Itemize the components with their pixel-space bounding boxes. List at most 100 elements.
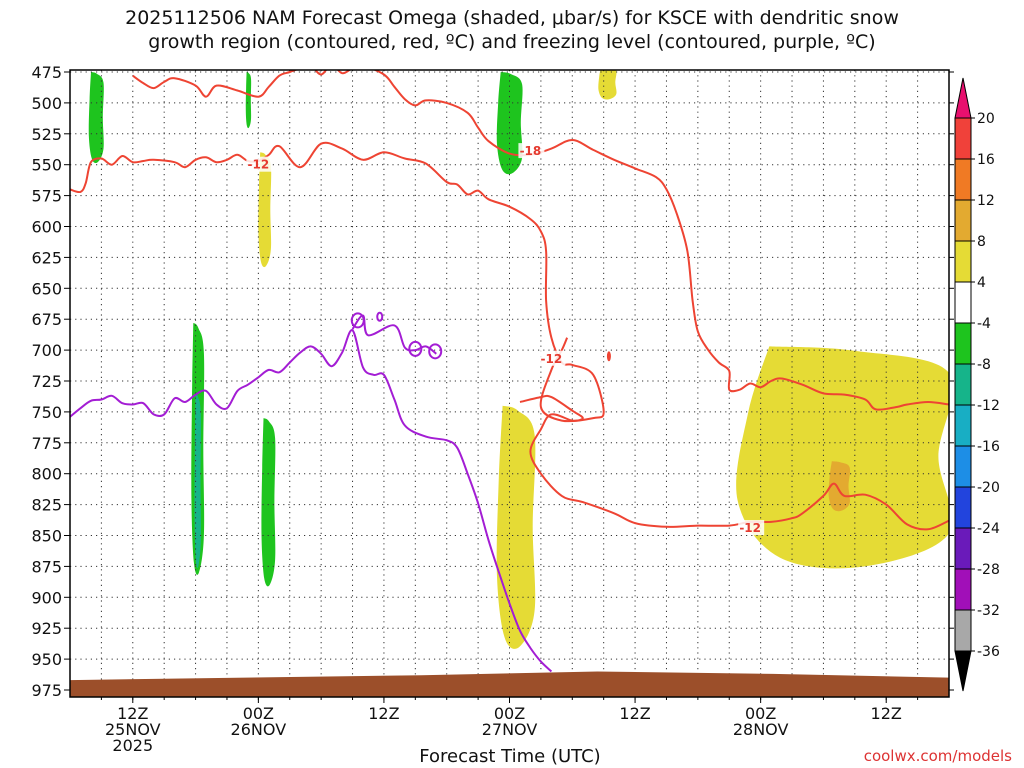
colorbar-label: 16: [977, 152, 995, 168]
x-tick-label: 00Z: [745, 704, 776, 723]
y-tick-label: 575: [31, 187, 62, 206]
shaded-region-yellow-870-940-27nov: [496, 405, 536, 649]
colorbar-label: 12: [977, 193, 995, 209]
dendritic-dot: [606, 351, 611, 362]
y-tick-label: 475: [31, 63, 62, 82]
x-tick-label: 27NOV: [482, 720, 538, 739]
chart-title-line-2: growth region (contoured, red, ºC) and f…: [148, 31, 876, 53]
shaded-region-teal-735-875: [194, 393, 201, 568]
terrain: [70, 671, 949, 697]
colorbar-bin: [954, 363, 972, 406]
colorbar-label: -4: [977, 316, 991, 332]
y-tick-label: 625: [31, 248, 62, 267]
contour-label: -12: [541, 352, 563, 366]
colorbar-bin: [954, 199, 972, 242]
colorbar-label: 20: [977, 111, 995, 127]
y-tick-label: 975: [31, 681, 62, 700]
shaded-region-yellow-470-500: [598, 70, 617, 100]
y-tick-label: 650: [31, 279, 62, 298]
colorbar-bin: [954, 240, 972, 283]
y-tick-label: 800: [31, 465, 62, 484]
contour-dendritic-upper-boundary: [70, 141, 605, 423]
colorbar-top-arrow: [954, 77, 972, 119]
contour-label: -18: [520, 144, 542, 158]
colorbar-bin: [954, 158, 972, 201]
y-tick-label: 925: [31, 619, 62, 638]
colorbar-label: -16: [977, 439, 1000, 455]
colorbar-bin: [954, 568, 972, 611]
y-tick-label: 825: [31, 496, 62, 515]
colorbar-label: -12: [977, 398, 1000, 414]
colorbar-bottom-arrow: [954, 650, 972, 692]
contour-label-bg: [539, 350, 566, 366]
x-tick-label: 00Z: [243, 704, 274, 723]
colorbar-bin: [954, 322, 972, 365]
shaded-region-green-475-550-early: [88, 72, 104, 164]
shaded-region-orange-790-830: [828, 461, 851, 512]
terrain-fill: [70, 671, 949, 697]
freezing-level-loop: [376, 311, 384, 322]
colorbar-bin: [954, 404, 972, 447]
shaded-region-yellow-540-630: [258, 152, 272, 268]
colorbar-bin: [954, 486, 972, 529]
grid: [70, 70, 949, 697]
x-tick-label: 12Z: [619, 704, 650, 723]
shaded-region-green-755-890-00z: [261, 418, 276, 587]
y-tick-label: 675: [31, 310, 62, 329]
colorbar-label: -36: [977, 644, 1000, 660]
x-tick-label: 26NOV: [231, 720, 287, 739]
colorbar-bin: [954, 445, 972, 488]
x-tick-label: 2025: [112, 736, 153, 755]
contour-dendritic-inner-loop: [519, 394, 949, 531]
axes: 475 500 525 550 575 600 625 650 675 700 725 750 775 8…: [31, 63, 954, 755]
contours: -12 -18 -12 -12: [70, 70, 949, 673]
contour-freezing-level-islands: [351, 314, 437, 355]
x-tick-label: 28NOV: [733, 720, 789, 739]
x-tick-label: 12Z: [368, 704, 399, 723]
freezing-level-loop: [408, 340, 423, 357]
colorbar: 20 16 12 8 4 -4 -8 -12 -16 -20 -24 -28 -32 -36: [954, 77, 1000, 692]
colorbar-bin: [954, 609, 972, 652]
y-tick-label: 775: [31, 434, 62, 453]
chart-title-line-1: 2025112506 NAM Forecast Omega (shaded, μ…: [125, 7, 899, 29]
y-tick-label: 875: [31, 557, 62, 576]
colorbar-label: -20: [977, 480, 1000, 496]
y-tick-label: 950: [31, 650, 62, 669]
y-tick-label: 550: [31, 156, 62, 175]
colorbar-label: -8: [977, 357, 991, 373]
shaded-region-green-475-520-pre-00z: [245, 72, 252, 129]
colorbar-label: 4: [977, 275, 986, 291]
colorbar-label: -32: [977, 603, 1000, 619]
contour-label-bg: [246, 156, 273, 172]
y-tick-label: 600: [31, 218, 62, 237]
colorbar-bin: [954, 117, 972, 160]
x-tick-label: 12Z: [117, 704, 148, 723]
colorbar-bin: [954, 527, 972, 570]
shaded-region-yellow-700-960-28nov: [736, 346, 949, 569]
contour-label-bg: [738, 520, 765, 536]
y-tick-label: 525: [31, 125, 62, 144]
contour-label: -12: [248, 158, 270, 172]
y-tick-label: 500: [31, 94, 62, 113]
omega-shading: [88, 70, 949, 649]
y-tick-label: 750: [31, 403, 62, 422]
colorbar-label: 8: [977, 234, 986, 250]
plot-area: -12 -18 -12 -12: [70, 70, 949, 697]
y-tick-label: 900: [31, 588, 62, 607]
x-tick-label: 00Z: [494, 704, 525, 723]
credit-link[interactable]: coolwx.com/models: [863, 747, 1012, 765]
y-tick-label: 725: [31, 372, 62, 391]
y-tick-label: 850: [31, 527, 62, 546]
x-tick-label: 25NOV: [105, 720, 161, 739]
colorbar-bin: [954, 281, 972, 324]
freezing-level-loop: [428, 343, 443, 360]
contour-freezing-level: [70, 329, 553, 673]
contour-label-bg: [518, 143, 545, 159]
chart-title: 2025112506 NAM Forecast Omega (shaded, μ…: [0, 6, 1024, 54]
contour-label: -12: [739, 521, 761, 535]
colorbar-label: -24: [977, 521, 1000, 537]
freezing-level-loop: [350, 312, 365, 329]
colorbar-label: -28: [977, 562, 1000, 578]
y-tick-label: 700: [31, 341, 62, 360]
